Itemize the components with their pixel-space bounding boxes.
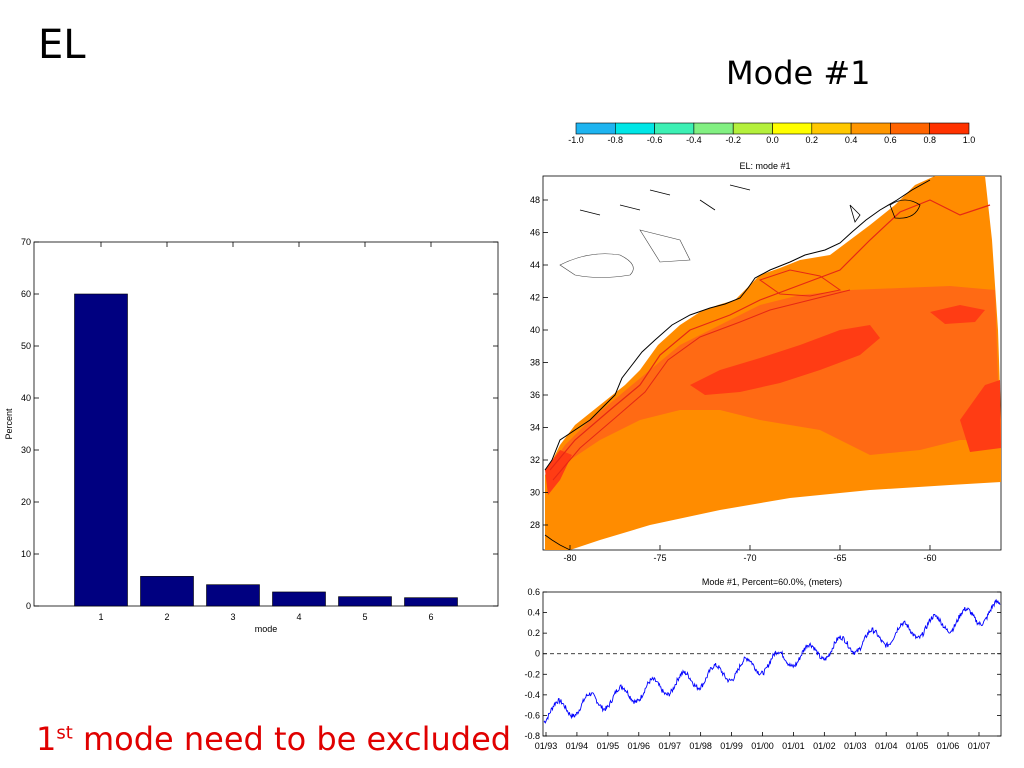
map-ytick-label: 40 (530, 325, 540, 335)
ts-xtick-label: 01/06 (937, 741, 960, 751)
map-ocean-high-4 (545, 450, 572, 495)
bar-xtick-label: 6 (428, 612, 433, 622)
bar-xtick-label: 2 (164, 612, 169, 622)
ts-ytick-label: -0.6 (524, 710, 540, 720)
map-xtick-label: -65 (833, 553, 846, 563)
ts-frame (542, 591, 1002, 737)
map-title: EL: mode #1 (739, 161, 790, 171)
ts-ytick-label: -0.4 (524, 690, 540, 700)
exclusion-note: 1st mode need to be excluded (36, 720, 511, 758)
colorbar-tick-label: -0.4 (686, 135, 702, 145)
map-ytick-label: 44 (530, 260, 540, 270)
colorbar-tick-label: -0.2 (725, 135, 741, 145)
note-number: 1 (36, 720, 57, 758)
bar-mode-1 (74, 293, 128, 607)
map-coastline-islands (579, 184, 921, 223)
map-contour-lines-2 (552, 289, 851, 481)
colorbar-tick-label: -0.6 (647, 135, 663, 145)
bar-ytick-label: 10 (21, 549, 31, 559)
colorbar-tick-label: 0.8 (923, 135, 936, 145)
ts-xtick-label: 01/02 (813, 741, 836, 751)
map-ytick-label: 30 (530, 488, 540, 498)
ts-xtick-label: 01/01 (782, 741, 805, 751)
map-ocean-high-3 (960, 380, 1001, 452)
bar-ytick-label: 40 (21, 393, 31, 403)
map-ytick-label: 38 (530, 358, 540, 368)
ts-xtick-label: 01/99 (720, 741, 743, 751)
map-xtick-label: -80 (563, 553, 576, 563)
ts-xtick-label: 01/94 (566, 741, 589, 751)
bar-ytick-label: 20 (21, 497, 31, 507)
bar-xtick-label: 3 (230, 612, 235, 622)
map-ytick-label: 28 (530, 520, 540, 530)
bar-xtick-label: 1 (98, 612, 103, 622)
ts-series-line (543, 598, 1001, 724)
ts-ytick-label: 0.2 (527, 628, 540, 638)
bar-ytick-label: 70 (21, 237, 31, 247)
bar-ylabel: Percent (4, 408, 14, 440)
map-land-edge (544, 534, 571, 550)
colorbar-tick-label: 1.0 (963, 135, 976, 145)
map-ocean-high-2 (930, 305, 985, 324)
map-contour-lines (549, 199, 991, 471)
ts-ytick-label: -0.2 (524, 669, 540, 679)
ts-xtick-label: 01/05 (906, 741, 929, 751)
map-xtick-label: -70 (743, 553, 756, 563)
colorbar-tick-label: 0.2 (806, 135, 819, 145)
bar-ytick-label: 0 (26, 601, 31, 611)
ts-title: Mode #1, Percent=60.0%, (meters) (702, 577, 842, 587)
colorbar-tick-label: -1.0 (568, 135, 584, 145)
ts-xtick-label: 01/96 (628, 741, 651, 751)
ts-ytick-label: -0.8 (524, 731, 540, 741)
ts-xtick-label: 01/03 (844, 741, 867, 751)
ts-ytick-label: 0 (535, 649, 540, 659)
bar-mode-3 (206, 584, 260, 607)
colorbar-swatch (929, 122, 970, 135)
bar-ytick-label: 50 (21, 341, 31, 351)
map-ytick-label: 34 (530, 423, 540, 433)
map-coastline (544, 179, 931, 471)
map-ytick-label: 32 (530, 455, 540, 465)
ts-xtick-label: 01/97 (658, 741, 681, 751)
slide-title: EL (38, 22, 86, 68)
colorbar-tick-label: 0.0 (766, 135, 779, 145)
map-ytick-label: 48 (530, 195, 540, 205)
bar-mode-4 (272, 591, 326, 607)
note-text: mode need to be excluded (72, 720, 512, 758)
bar-ytick-label: 60 (21, 289, 31, 299)
map-ocean-high (690, 325, 880, 395)
bar-mode-6 (404, 597, 458, 607)
bar-xtick-label: 5 (362, 612, 367, 622)
map-ytick-label: 36 (530, 390, 540, 400)
bar-xlabel: mode (255, 624, 278, 634)
bar-ytick-label: 30 (21, 445, 31, 455)
ts-xtick-label: 01/98 (689, 741, 712, 751)
map-lakes (559, 229, 691, 278)
ts-xtick-label: 01/07 (968, 741, 991, 751)
colorbar-tick-label: 0.4 (845, 135, 858, 145)
bar-mode-2 (140, 576, 194, 607)
colorbar-tick-label: 0.6 (884, 135, 897, 145)
map-ytick-label: 42 (530, 293, 540, 303)
map-xtick-label: -75 (653, 553, 666, 563)
mode-title: Mode #1 (726, 54, 871, 92)
ts-xtick-label: 01/04 (875, 741, 898, 751)
bar-xtick-label: 4 (296, 612, 301, 622)
ts-ytick-label: 0.4 (527, 608, 540, 618)
bar-chart-frame (33, 241, 499, 607)
colorbar-tick-label: -0.8 (608, 135, 624, 145)
ts-xtick-label: 01/00 (751, 741, 774, 751)
map-ytick-label: 46 (530, 228, 540, 238)
ts-xtick-label: 01/95 (597, 741, 620, 751)
ts-ytick-label: 0.6 (527, 587, 540, 597)
bar-mode-5 (338, 596, 392, 607)
ts-xtick-label: 01/93 (535, 741, 558, 751)
note-superscript: st (56, 722, 73, 744)
map-contour-lines-3 (758, 269, 842, 297)
map-xtick-label: -60 (923, 553, 936, 563)
